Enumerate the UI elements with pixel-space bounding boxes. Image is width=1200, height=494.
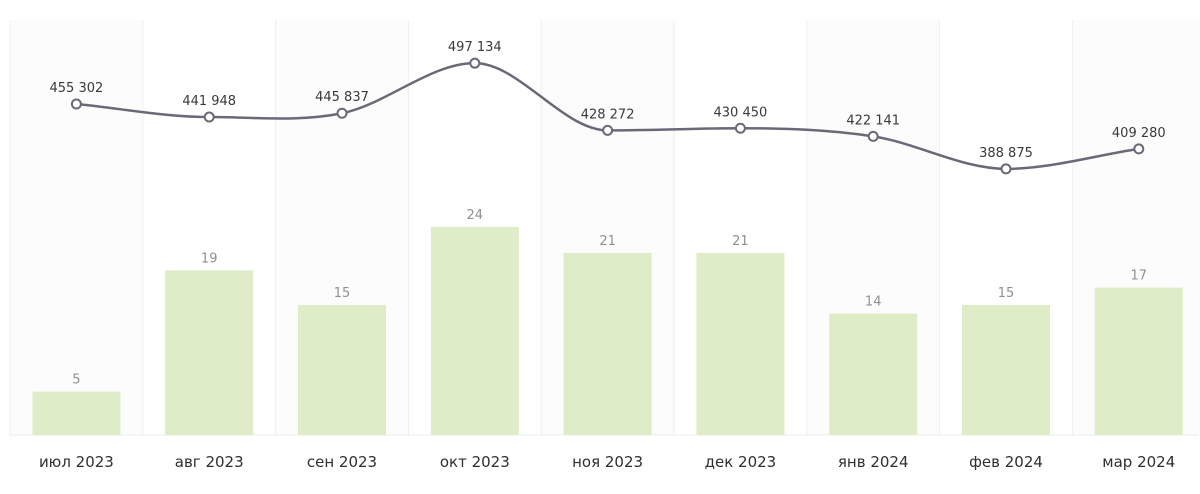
bar-value-labels: 5 19 15 24 21 21 14 15 17 [72,208,1147,388]
line-value-label: 497 134 [448,40,502,55]
bar [1094,287,1183,435]
line-point [336,107,348,119]
bar [563,252,652,435]
bar [298,304,386,435]
line-point [867,130,879,142]
x-tick-label: окт 2023 [440,453,510,471]
bar-value-label: 15 [998,286,1015,301]
x-tick-label: янв 2024 [838,453,909,471]
line-value-label: 409 280 [1112,126,1166,141]
line-point [1000,163,1012,175]
bar-value-label: 19 [201,251,218,266]
bar-value-label: 14 [865,295,882,310]
x-tick-label: июл 2023 [39,453,114,471]
x-tick-label: дек 2023 [705,453,777,471]
line-value-label: 388 875 [979,146,1033,161]
bar-series [32,226,1183,435]
line-series [70,57,1145,175]
bar [696,252,785,435]
bar [430,226,519,435]
line-value-label: 430 450 [714,105,768,120]
bar-value-label: 17 [1131,269,1148,284]
line-value-label: 422 141 [846,113,900,128]
line-value-label: 445 837 [315,90,369,105]
line-point [203,111,215,123]
x-tick-label: авг 2023 [175,453,244,471]
x-axis-tick-labels: июл 2023 авг 2023 сен 2023 окт 2023 ноя 2023… [39,453,1175,471]
line-point [469,57,481,69]
x-tick-label: сен 2023 [307,453,377,471]
bar [962,304,1050,435]
bar [32,391,121,435]
line-value-label: 455 302 [50,81,104,96]
x-tick-label: мар 2024 [1102,453,1175,471]
bar-value-label: 15 [334,286,351,301]
x-tick-label: ноя 2023 [572,453,643,471]
x-tick-label: фев 2024 [969,453,1043,471]
bar-value-label: 21 [599,234,616,249]
column-band [10,20,143,435]
line-point [602,124,614,136]
bar-value-label: 5 [72,373,80,388]
line-point [1133,143,1145,155]
bar-value-label: 21 [732,234,749,249]
line-point [734,122,746,134]
line-value-label: 428 272 [581,107,635,122]
line-point [70,98,82,110]
bar-value-label: 24 [467,208,484,223]
bar [165,270,254,435]
bar [829,313,918,435]
line-value-label: 441 948 [182,94,236,109]
line-value-labels: 455 302 441 948 445 837 497 134 428 272 430 4… [50,40,1166,161]
